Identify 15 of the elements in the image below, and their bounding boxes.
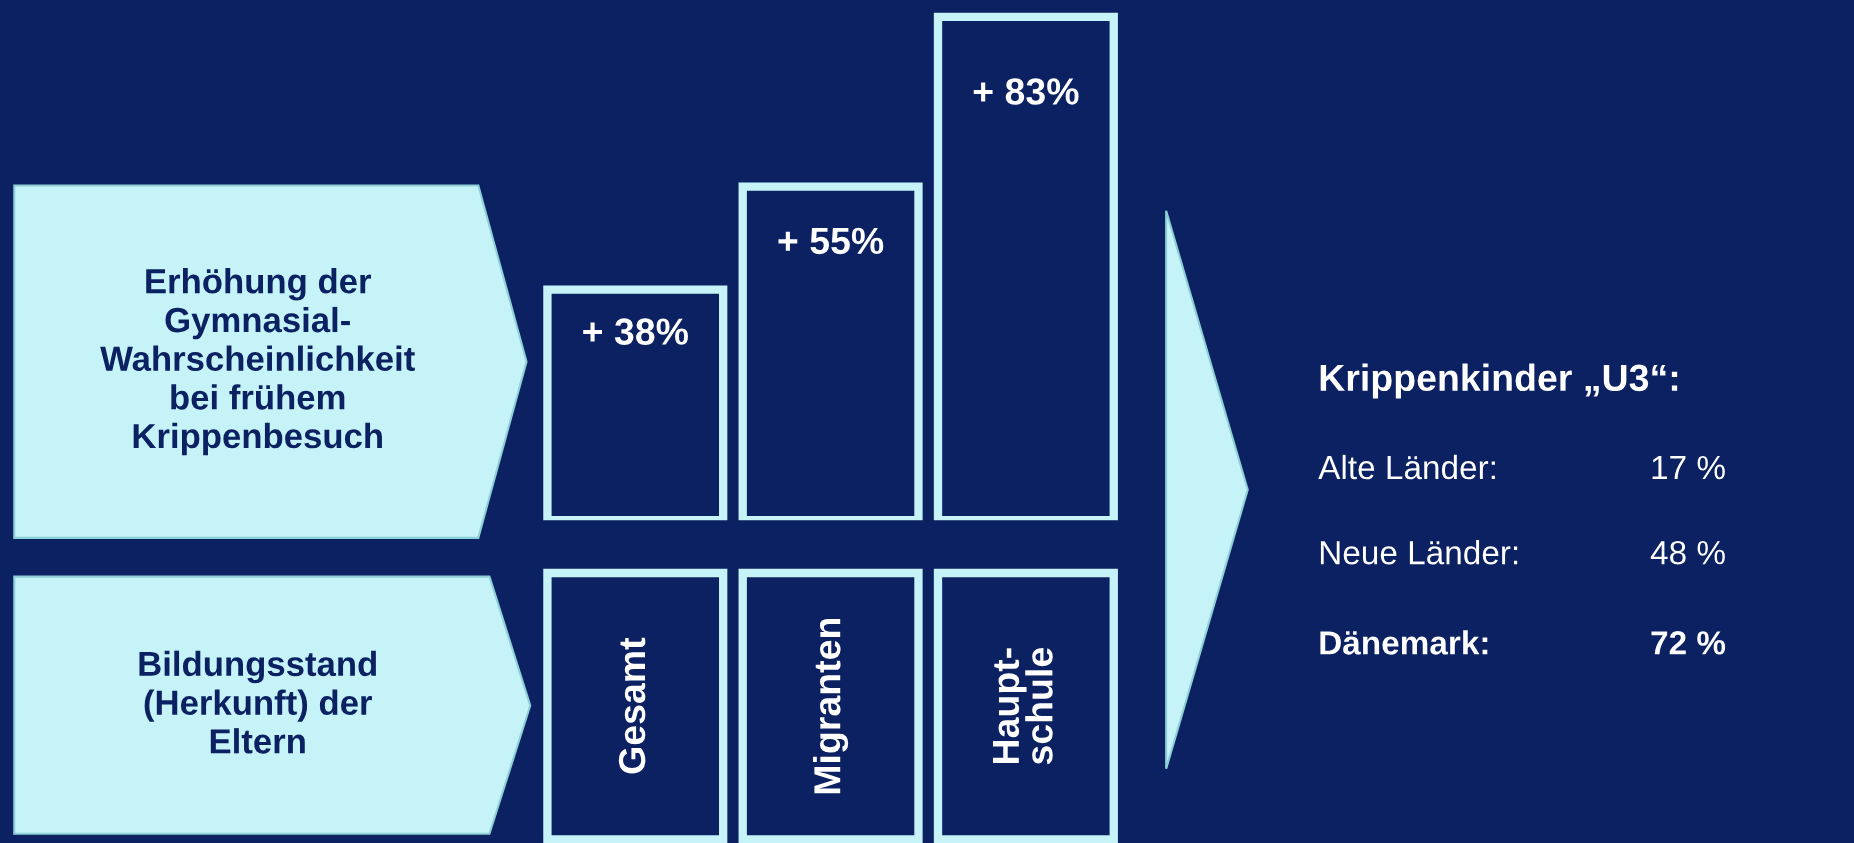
text: Bildungsstand (Herkunft) der Eltern [139, 650, 376, 754]
text: 48 % [1650, 540, 1725, 565]
data-label: + 55% [778, 227, 884, 255]
text: Neue Länder: [1320, 540, 1518, 565]
x-tick-label: Gesamt [618, 637, 646, 774]
text: 72 % [1651, 631, 1726, 655]
data-label: + 83% [973, 78, 1079, 105]
x-tick-label: Haupt- schule [992, 648, 1053, 765]
text: Erhöhung der Gymnasial- Wahrscheinlichkeit bei frühem Krippenbesuch [100, 268, 415, 456]
text: 17 % [1652, 455, 1725, 480]
text: Krippenkinder „U3“: [1320, 363, 1678, 399]
data-label: + 38% [583, 318, 688, 345]
text: Dänemark: [1320, 630, 1488, 655]
x-tick-label: Migranten [813, 618, 849, 794]
text: Alte Länder: [1318, 454, 1495, 480]
